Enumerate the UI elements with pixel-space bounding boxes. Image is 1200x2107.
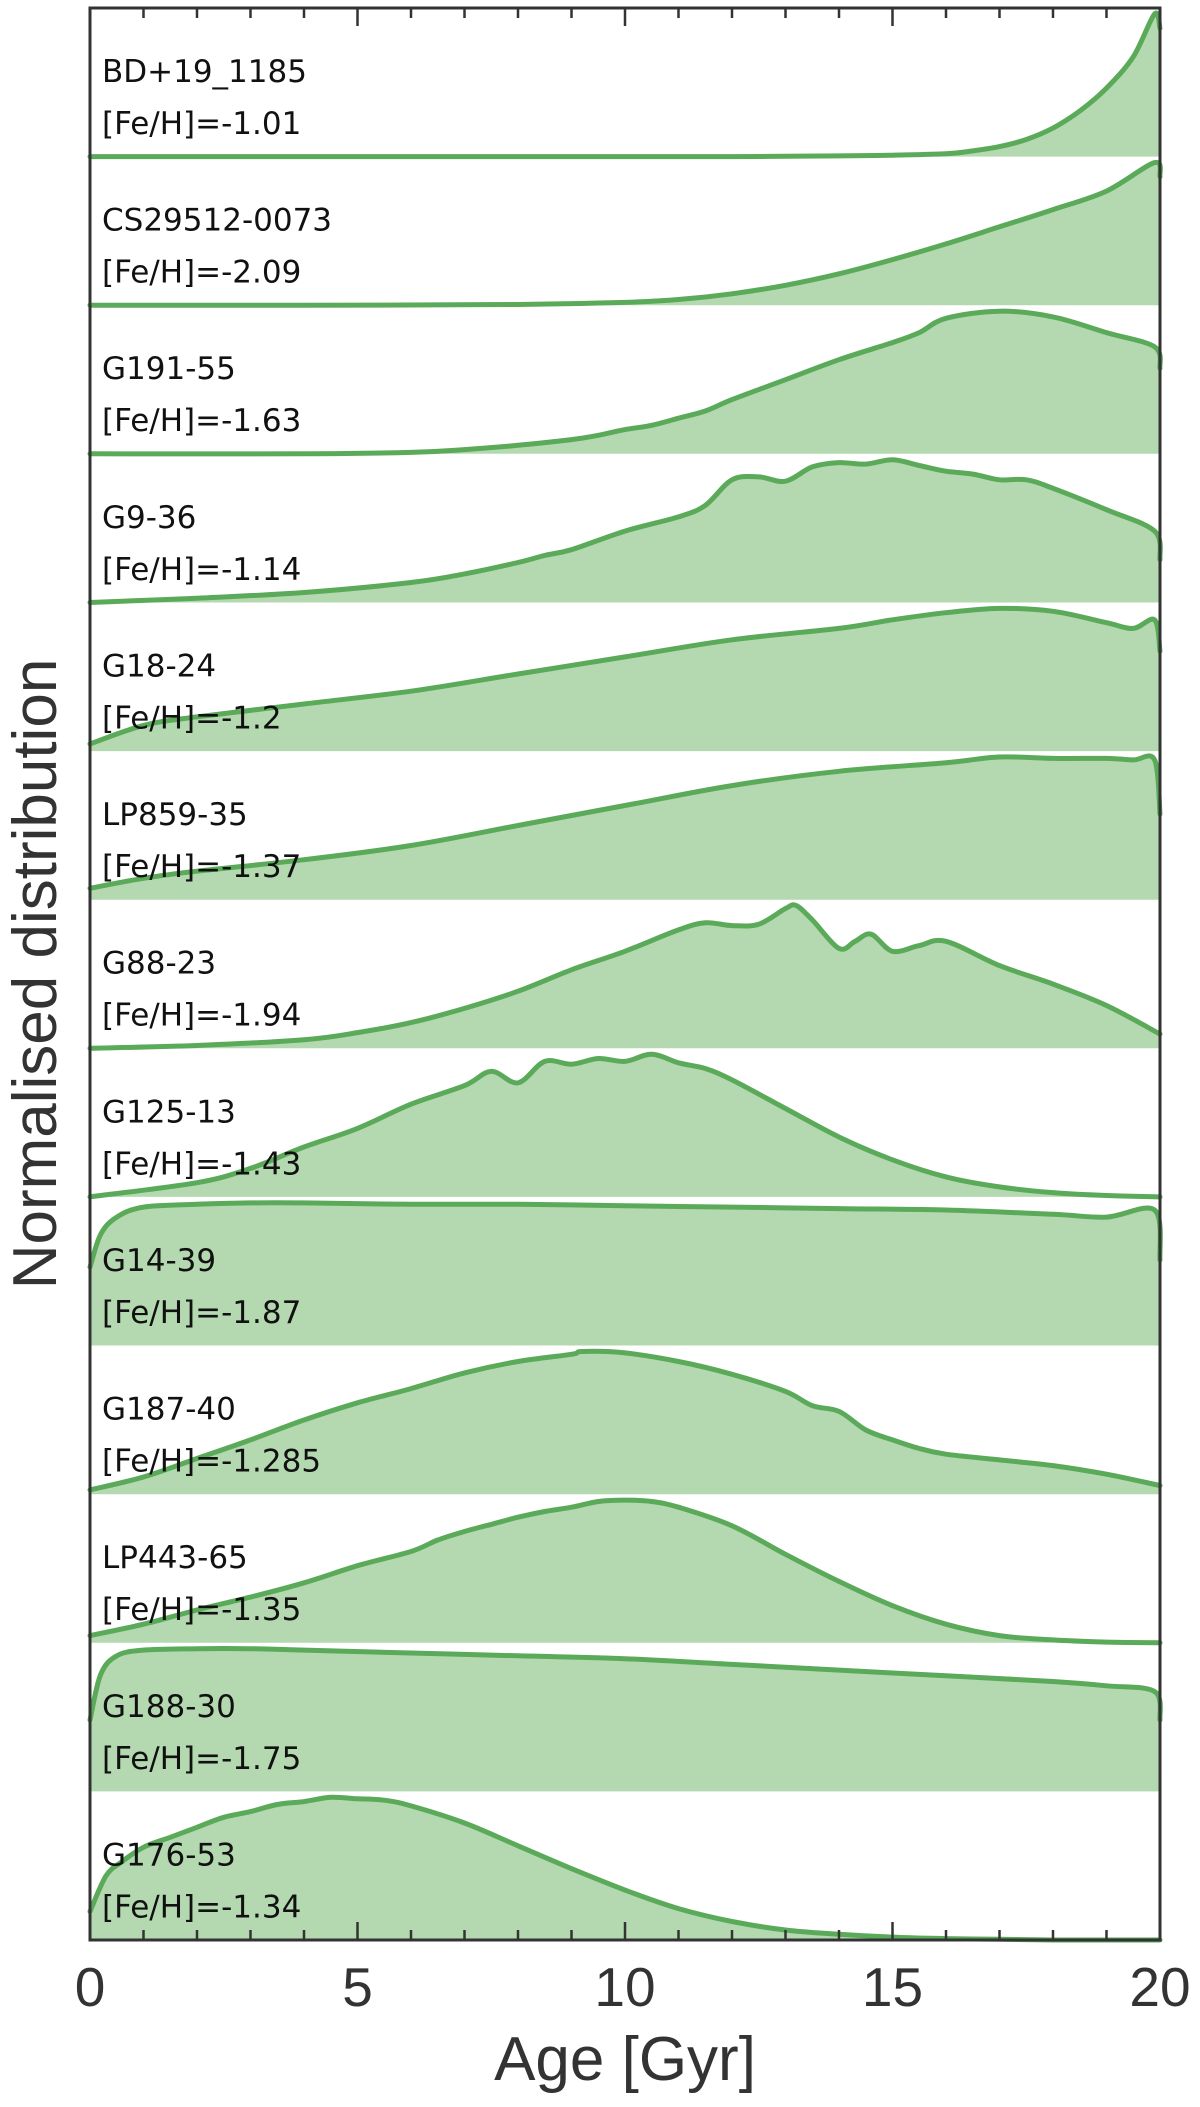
star-name-label: G18-24 bbox=[102, 648, 216, 684]
metallicity-label: [Fe/H]=-1.01 bbox=[102, 106, 301, 142]
distribution-line bbox=[87, 10, 1163, 160]
star-name-label: G14-39 bbox=[102, 1243, 216, 1279]
star-panel: G188-30 [Fe/H]=-1.75 bbox=[87, 1646, 1163, 1792]
distribution-line bbox=[87, 1794, 1163, 1943]
distribution-area bbox=[90, 162, 1161, 306]
star-panel: G88-23 [Fe/H]=-1.94 bbox=[87, 902, 1163, 1051]
star-name-label: CS29512-0073 bbox=[102, 203, 332, 239]
metallicity-label: [Fe/H]=-1.87 bbox=[102, 1295, 301, 1331]
x-tick-label: 10 bbox=[594, 1956, 655, 2018]
star-panel: G18-24 [Fe/H]=-1.2 bbox=[87, 605, 1163, 752]
x-tick-label: 20 bbox=[1129, 1956, 1190, 2018]
star-panel: G176-53 [Fe/H]=-1.34 bbox=[87, 1794, 1163, 1943]
distribution-line bbox=[87, 902, 1163, 1051]
distribution-line bbox=[87, 1646, 1163, 1723]
star-name-label: G9-36 bbox=[102, 500, 196, 536]
distribution-line bbox=[87, 1497, 1163, 1646]
star-panel: G14-39 [Fe/H]=-1.87 bbox=[87, 1200, 1163, 1346]
star-panel: G9-36 [Fe/H]=-1.14 bbox=[87, 457, 1163, 605]
metallicity-label: [Fe/H]=-1.35 bbox=[102, 1592, 301, 1628]
star-name-label: LP443-65 bbox=[102, 1540, 248, 1576]
star-name-label: G188-30 bbox=[102, 1689, 236, 1725]
y-axis-label: Normalised distribution bbox=[1, 659, 70, 1290]
metallicity-label: [Fe/H]=-1.43 bbox=[102, 1146, 301, 1182]
metallicity-label: [Fe/H]=-1.63 bbox=[102, 403, 301, 439]
star-name-label: BD+19_1185 bbox=[102, 54, 307, 90]
star-name-label: G187-40 bbox=[102, 1392, 236, 1428]
distribution-line bbox=[87, 457, 1163, 605]
star-panel: CS29512-0073 [Fe/H]=-2.09 bbox=[87, 159, 1163, 308]
distribution-area bbox=[90, 13, 1160, 157]
distribution-area bbox=[90, 904, 1160, 1049]
star-panels: BD+19_1185 [Fe/H]=-1.01 CS29512-0073 [Fe/H]… bbox=[87, 10, 1163, 1943]
star-name-label: G191-55 bbox=[102, 351, 236, 387]
star-name-label: LP859-35 bbox=[102, 797, 248, 833]
distribution-area bbox=[90, 608, 1160, 752]
distribution-line bbox=[87, 159, 1163, 308]
distribution-line bbox=[87, 753, 1163, 891]
metallicity-label: [Fe/H]=-1.94 bbox=[102, 998, 301, 1034]
star-panel: G125-13 [Fe/H]=-1.43 bbox=[87, 1051, 1163, 1200]
star-name-label: G176-53 bbox=[102, 1837, 236, 1873]
distribution-line bbox=[87, 1348, 1163, 1493]
metallicity-label: [Fe/H]=-1.285 bbox=[102, 1444, 321, 1480]
distribution-line bbox=[87, 308, 1163, 457]
star-panel: G191-55 [Fe/H]=-1.63 bbox=[87, 308, 1163, 457]
metallicity-label: [Fe/H]=-2.09 bbox=[102, 255, 301, 291]
distribution-area bbox=[90, 1202, 1161, 1346]
x-axis-label: Age [Gyr] bbox=[494, 2025, 756, 2094]
star-name-label: G88-23 bbox=[102, 946, 216, 982]
star-panel: LP443-65 [Fe/H]=-1.35 bbox=[87, 1497, 1163, 1646]
star-panel: BD+19_1185 [Fe/H]=-1.01 bbox=[87, 10, 1163, 160]
metallicity-label: [Fe/H]=-1.37 bbox=[102, 849, 301, 885]
distribution-area bbox=[90, 1351, 1160, 1495]
x-tick-label: 15 bbox=[862, 1956, 923, 2018]
distribution-line bbox=[87, 1200, 1163, 1270]
axes: 0 5 10 15 20 bbox=[75, 6, 1191, 2018]
distribution-line bbox=[87, 1051, 1163, 1200]
metallicity-label: [Fe/H]=-1.34 bbox=[102, 1889, 301, 1925]
distribution-area bbox=[90, 1797, 1160, 1941]
star-panel: LP859-35 [Fe/H]=-1.37 bbox=[87, 753, 1163, 900]
distribution-line bbox=[87, 605, 1163, 747]
star-name-label: G125-13 bbox=[102, 1094, 236, 1130]
x-tick-label: 0 bbox=[75, 1956, 106, 2018]
metallicity-label: [Fe/H]=-1.75 bbox=[102, 1741, 301, 1777]
distribution-area bbox=[90, 1648, 1161, 1792]
metallicity-label: [Fe/H]=-1.2 bbox=[102, 700, 282, 736]
distribution-area bbox=[90, 311, 1161, 454]
x-tick-label: 5 bbox=[342, 1956, 373, 2018]
metallicity-label: [Fe/H]=-1.14 bbox=[102, 552, 301, 588]
star-panel: G187-40 [Fe/H]=-1.285 bbox=[87, 1348, 1163, 1495]
distribution-area bbox=[90, 755, 1160, 900]
